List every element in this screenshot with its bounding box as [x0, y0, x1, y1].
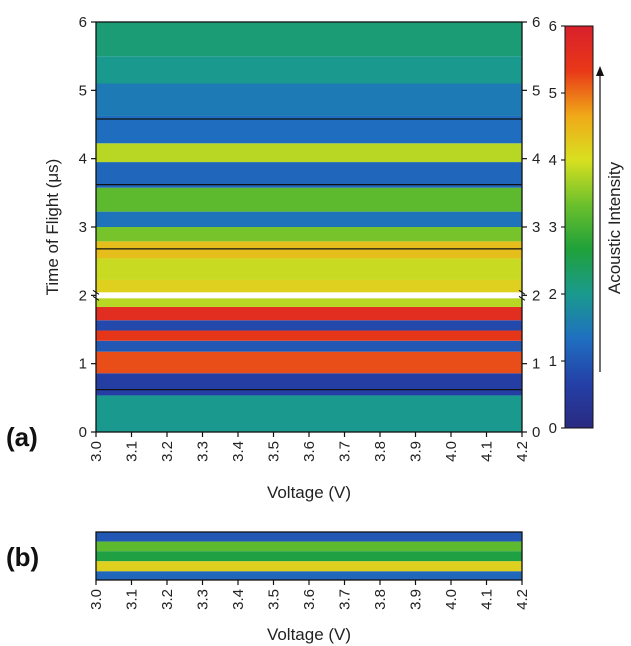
y-tick-label: 5: [79, 82, 87, 99]
x-tick-label: 3.8: [372, 441, 389, 462]
heatmap-band: [96, 320, 522, 331]
colorbar-scale: [564, 25, 594, 429]
colorbar-tick-label: 5: [549, 85, 557, 102]
colorbar-tick-label: 2: [549, 286, 557, 303]
heatmap-band: [96, 143, 522, 163]
heatmap-band: [96, 541, 522, 552]
heatmap-band: [96, 56, 522, 84]
x-tick-label: 3.0: [88, 441, 105, 462]
x-axis-title-a: Voltage (V): [267, 483, 351, 502]
axis-break-mark: [92, 295, 100, 301]
right-y-tick-label: 0: [532, 424, 540, 441]
y-axis-title: Time of Flight (μs): [43, 159, 62, 296]
x-tick-label: 3.0: [88, 589, 105, 610]
heatmap-band: [96, 551, 522, 562]
colorbar-label: Acoustic Intensity: [605, 161, 624, 294]
right-y-tick-label: 3: [532, 219, 540, 236]
heatmap-band: [96, 561, 522, 572]
ticks-b: 3.0 3.1 3.2 3.3 3.4 3.5 3.6 3.7 3.8 3.9 4.0 4.1 4.2: [88, 580, 531, 610]
heatmap-band: [96, 227, 522, 242]
x-tick-label: 3.2: [159, 441, 176, 462]
x-tick-label: 4.1: [479, 589, 496, 610]
x-tick-label: 4.2: [514, 441, 531, 462]
x-tick-label: 3.9: [408, 589, 425, 610]
heatmap-band: [96, 83, 522, 116]
axis-break: [96, 292, 522, 299]
heatmap-band: [96, 373, 522, 396]
colorbar-tick-label: 1: [549, 353, 557, 370]
y-tick-label: 1: [79, 356, 87, 373]
heatmap-band: [96, 295, 522, 307]
x-tick-label: 3.3: [195, 441, 212, 462]
x-tick-label: 3.6: [301, 589, 318, 610]
x-tick-label: 4.0: [443, 589, 460, 610]
colorbar-tick-label: 3: [549, 219, 557, 236]
right-y-tick-label: 6: [532, 14, 540, 31]
y-tick-label: 6: [79, 14, 87, 31]
axis-break-mark: [92, 289, 100, 295]
y-tick-label: 4: [79, 151, 87, 168]
x-tick-label: 3.4: [230, 589, 247, 610]
heatmap-band: [96, 211, 522, 227]
panel-label-a: (a): [6, 422, 38, 452]
heatmap-band: [96, 395, 522, 432]
x-tick-label: 3.9: [408, 441, 425, 462]
heatmap-band: [96, 532, 522, 542]
heatmap-band: [96, 279, 522, 296]
heatmap-band: [96, 330, 522, 341]
heatmap-a: [96, 22, 522, 432]
heatmap-band: [96, 258, 522, 280]
x-tick-label: 3.1: [124, 589, 141, 610]
x-tick-label: 3.1: [124, 441, 141, 462]
colorbar-tick-label: 6: [549, 18, 557, 35]
heatmap-band: [96, 115, 522, 144]
x-tick-label: 4.1: [479, 441, 496, 462]
x-tick-label: 3.3: [195, 589, 212, 610]
panel-label-b: (b): [6, 542, 39, 572]
heatmap-band: [96, 351, 522, 374]
right-y-tick-label: 5: [532, 82, 540, 99]
ticks-a: 0 1 2 3 4 5 6 0 1 2 3 4 5 6 3.0 3.1 3.2 3.3 3.4 3.5 3.6 3.7 3.…: [79, 14, 541, 462]
y-tick-label: 2: [79, 287, 87, 304]
y-tick-label: 0: [79, 424, 87, 441]
heatmap-band: [96, 571, 522, 580]
x-tick-label: 3.7: [337, 441, 354, 462]
axis-break-mark: [518, 289, 526, 295]
x-tick-label: 3.6: [301, 441, 318, 462]
x-axis-title-b: Voltage (V): [267, 625, 351, 644]
x-tick-label: 4.2: [514, 589, 531, 610]
heatmap-band: [96, 306, 522, 321]
x-tick-label: 3.8: [372, 589, 389, 610]
colorbar-arrow-head-icon: [596, 66, 604, 76]
heatmap-band: [96, 187, 522, 212]
reference-lines: [96, 118, 522, 391]
x-tick-label: 3.5: [266, 441, 283, 462]
x-tick-label: 4.0: [443, 441, 460, 462]
axis-break-mark: [518, 295, 526, 301]
right-y-tick-label: 4: [532, 151, 540, 168]
heatmap-band: [96, 241, 522, 259]
colorbar-tick-label: 4: [549, 152, 557, 169]
x-tick-label: 3.4: [230, 441, 247, 462]
panel-b: 3.0 3.1 3.2 3.3 3.4 3.5 3.6 3.7 3.8 3.9 4.0 4.1 4.2 …: [6, 531, 531, 644]
heatmap-band: [96, 340, 522, 352]
panel-a: 0 1 2 3 4 5 6 0 1 2 3 4 5 6 3.0 3.1 3.2 3.3 3.4 3.5 3.6 3.7 3.…: [6, 14, 540, 502]
x-tick-label: 3.2: [159, 589, 176, 610]
right-y-tick-label: 2: [532, 287, 540, 304]
heatmap-band: [96, 162, 522, 188]
x-tick-label: 3.5: [266, 589, 283, 610]
heatmap-band: [96, 22, 522, 57]
right-y-tick-label: 1: [532, 356, 540, 373]
heatmap-b: [96, 532, 522, 580]
y-tick-label: 3: [79, 219, 87, 236]
colorbar-tick-label: 0: [549, 420, 557, 437]
x-tick-label: 3.7: [337, 589, 354, 610]
colorbar: Acoustic Intensity 0 1 2 3 4 5 6: [549, 18, 624, 437]
